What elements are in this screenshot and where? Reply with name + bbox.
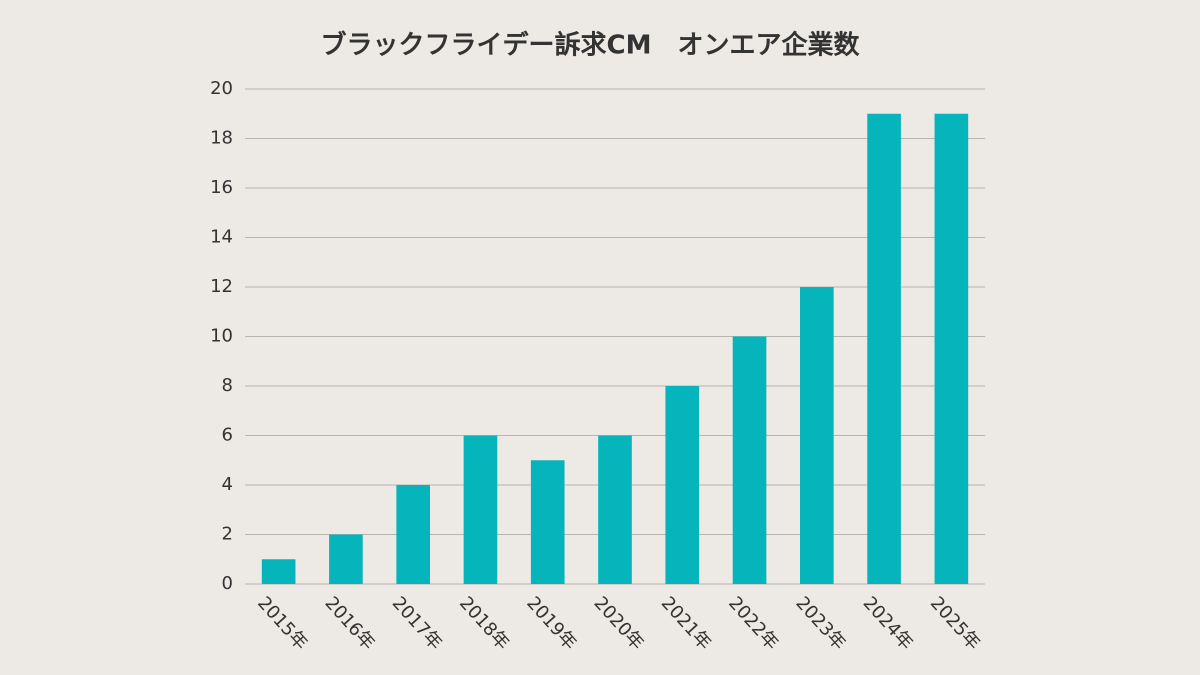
y-tick-label: 12	[210, 276, 233, 297]
y-tick-label: 16	[210, 177, 233, 198]
y-tick-label: 14	[210, 227, 233, 248]
bar	[665, 386, 700, 584]
bar	[867, 113, 901, 584]
y-tick-label: 18	[210, 128, 233, 149]
bar	[732, 336, 767, 584]
y-tick-label: 0	[222, 573, 233, 594]
bar	[598, 435, 632, 584]
y-tick-label: 20	[210, 78, 233, 99]
bar	[800, 287, 834, 584]
bar	[463, 435, 498, 584]
bar	[329, 534, 363, 584]
bar	[261, 559, 296, 584]
y-tick-label: 10	[210, 326, 233, 347]
bar	[934, 113, 969, 584]
y-tick-label: 8	[222, 375, 233, 396]
y-tick-label: 4	[222, 474, 233, 495]
y-tick-label: 2	[222, 524, 233, 545]
chart-title: ブラックフライデー訴求CM オンエア企業数	[321, 30, 861, 61]
bar	[530, 460, 565, 584]
y-tick-label: 6	[222, 425, 233, 446]
bar	[396, 485, 430, 584]
